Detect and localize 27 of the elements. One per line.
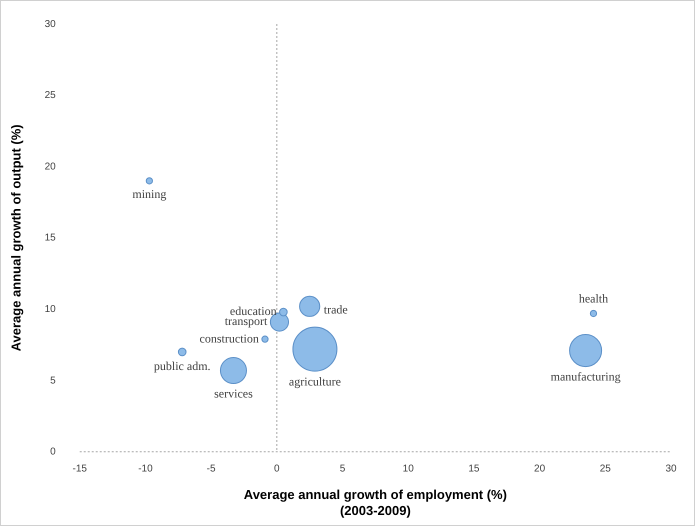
y-tick-label: 30	[44, 18, 56, 30]
y-tick-label: 5	[50, 375, 56, 386]
x-tick-label: -5	[206, 464, 216, 475]
x-tick-label: 20	[534, 464, 546, 475]
x-tick-label: -15	[72, 464, 88, 475]
y-tick-label: 10	[44, 304, 56, 315]
x-tick-label: 30	[665, 464, 677, 475]
series-label: trade	[324, 302, 348, 317]
x-axis-title: Average annual growth of employment (%) (2003-2009)	[244, 487, 507, 518]
series-label: mining	[132, 187, 166, 202]
series-label: manufacturing	[550, 370, 621, 384]
y-tick-label: 15	[44, 232, 56, 244]
x-tick-label: 15	[468, 464, 480, 475]
y-tick-label: 25	[44, 90, 56, 102]
y-tick-label: 0	[50, 446, 56, 458]
x-tick-label: 5	[340, 464, 346, 475]
series-label: public adm.	[154, 358, 211, 373]
y-axis-title: Average annual growth of output (%)	[8, 124, 24, 352]
series-label: construction	[200, 331, 259, 346]
x-tick-label: 25	[600, 464, 612, 475]
y-tick-label: 20	[44, 161, 56, 172]
x-tick-label: 0	[274, 464, 280, 475]
x-tick-label: 10	[402, 464, 414, 475]
x-tick-label: -10	[138, 464, 154, 475]
series-label: agriculture	[288, 374, 341, 388]
series-label: health	[578, 292, 608, 306]
series-label: services	[214, 386, 254, 401]
